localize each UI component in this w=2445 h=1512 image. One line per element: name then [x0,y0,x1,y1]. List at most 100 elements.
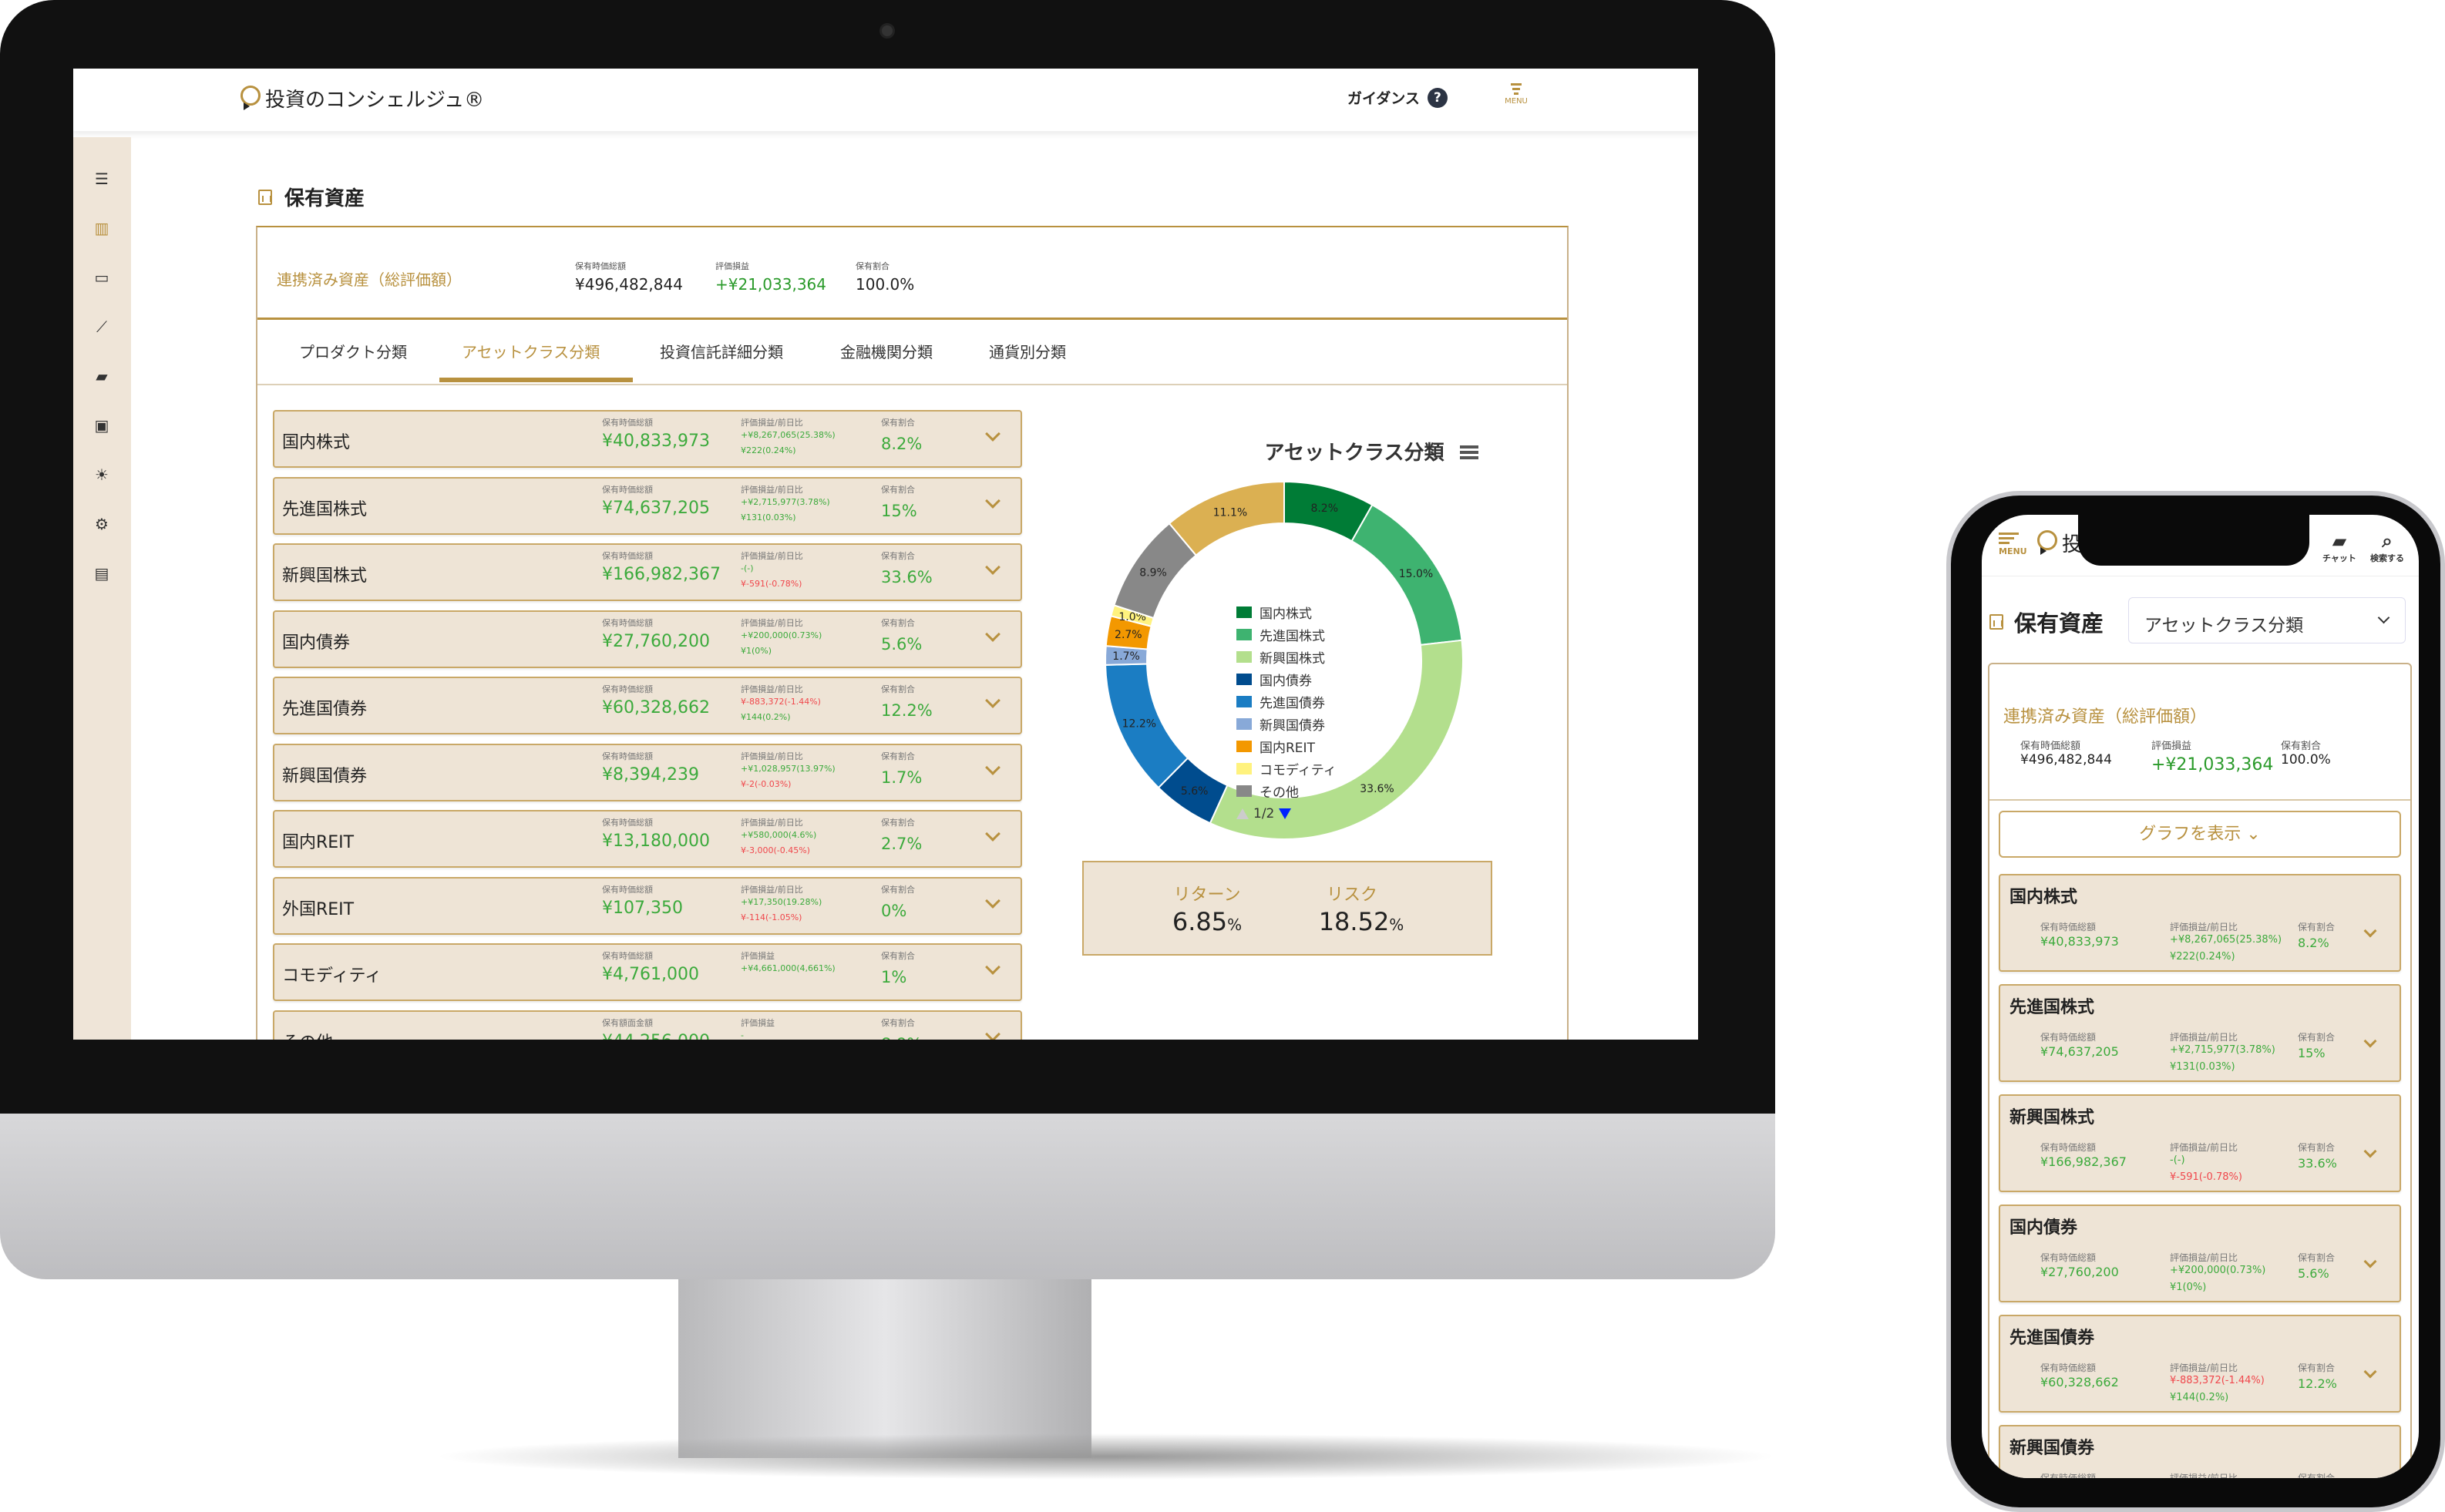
search-label: 検索する [2370,553,2404,563]
chevron-down-icon[interactable] [985,559,1001,575]
share-value: 12.2% [2298,1376,2337,1391]
profit-loss-label: 評価損益/前日比 [2170,1032,2238,1043]
chevron-down-icon[interactable] [2363,1365,2377,1379]
asset-value: ¥107,350 [602,898,683,918]
phone-asset-row[interactable]: 先進国株式 保有時価総額 ¥74,637,205 評価損益/前日比 +¥2,715,97… [1999,984,2401,1082]
asset-name: 新興国株式 [282,566,368,586]
chevron-down-icon[interactable] [2363,1255,2377,1268]
phone-asset-row[interactable]: 新興国株式 保有時価総額 ¥166,982,367 評価損益/前日比 -(-) ¥-591… [1999,1094,2401,1192]
share-label: 保有割合 [2298,922,2336,932]
legend-item[interactable]: その他 [1236,780,1337,802]
phone-asset-row[interactable]: 国内債券 保有時価総額 ¥27,760,200 評価損益/前日比 +¥200,000(0… [1999,1205,2401,1302]
guidance-button[interactable]: ガイダンス ? [1347,87,1448,108]
hamburger-icon[interactable]: ☰ [95,170,109,188]
asset-value: ¥40,833,973 [2040,934,2119,949]
phone-asset-row[interactable]: 新興国債券保有時価総額¥8,394,239評価損益/前日比+¥1,028,957… [1999,1425,2401,1478]
lightbulb-icon[interactable]: ☀ [95,465,109,484]
slice-label: 11.1% [1213,506,1247,519]
chevron-down-icon[interactable] [985,426,1001,442]
legend-prev-icon[interactable] [1236,808,1249,819]
risk-unit: % [1389,916,1404,934]
legend-item[interactable]: 国内債券 [1236,668,1337,690]
legend-label: 国内REIT [1259,741,1315,756]
donut-slice[interactable] [1168,480,1285,556]
legend-item[interactable]: 新興国債券 [1236,713,1337,735]
profit-loss-label: 評価損益/前日比 [741,684,803,694]
asset-name: コモディティ [282,966,382,986]
phone-menu-button[interactable]: MENU [1999,530,2027,556]
chevron-down-icon[interactable] [985,492,1001,509]
menu-button[interactable]: MENU [1501,81,1532,106]
asset-row[interactable]: 外国REIT 保有時価総額 ¥107,350 評価損益/前日比 +¥17,350(19.… [273,876,1022,935]
chevron-down-icon[interactable] [985,892,1001,909]
chevron-down-icon[interactable] [985,826,1001,842]
asset-value: ¥13,180,000 [602,832,710,851]
asset-row[interactable]: 先進国債券 保有時価総額 ¥60,328,662 評価損益/前日比 ¥-883,372(… [273,677,1022,734]
legend-item[interactable]: 先進国株式 [1236,623,1337,646]
asset-value: ¥74,637,205 [602,498,710,518]
legend-item[interactable]: 国内株式 [1236,601,1337,623]
classification-select[interactable]: アセットクラス分類 [2128,597,2406,643]
chevron-down-icon[interactable] [985,693,1001,708]
legend-label: 先進国債券 [1259,696,1325,711]
asset-row[interactable]: 先進国株式 保有時価総額 ¥74,637,205 評価損益/前日比 +¥2,715,97… [273,476,1022,535]
search-button[interactable]: ⌕ 検索する [2364,530,2410,564]
tab-4[interactable]: 金融機関分類 [840,343,933,361]
app-logo[interactable]: 投資のコンシェルジュ® [239,84,484,113]
asset-row[interactable]: 国内株式 保有時価総額 ¥40,833,973 評価損益/前日比 +¥8,267,065… [273,410,1022,468]
chevron-down-icon[interactable] [985,626,1001,642]
legend-item[interactable]: 新興国株式 [1236,646,1337,668]
donut-slice[interactable] [1209,639,1464,840]
chat-icon[interactable]: ▰ [96,367,108,385]
profit-loss-label: 評価損益/前日比 [2170,1362,2238,1373]
chevron-down-icon[interactable] [2363,924,2377,938]
tab-2[interactable]: アセットクラス分類 [462,343,600,361]
asset-name: 先進国株式 [2009,998,2095,1017]
chevron-down-icon[interactable] [2363,1034,2377,1048]
legend-item[interactable]: 国内REIT [1236,735,1337,758]
divider [1989,799,2410,801]
profit-loss-value: +¥2,715,977(3.78%) [2170,1044,2275,1056]
asset-row[interactable]: 新興国債券 保有時価総額 ¥8,394,239 評価損益/前日比 +¥1,028,957… [273,743,1022,801]
show-graph-button[interactable]: グラフを表示 ⌄ [1999,811,2401,858]
value-label: 保有時価総額 [602,551,653,561]
phone-asset-row[interactable]: 先進国債券 保有時価総額 ¥60,328,662 評価損益/前日比 ¥-883,372(… [1999,1315,2401,1413]
chevron-down-icon[interactable] [2363,1144,2377,1158]
asset-row[interactable]: 国内債券 保有時価総額 ¥27,760,200 評価損益/前日比 +¥200,000(0… [273,610,1022,668]
asset-row[interactable]: 国内REIT 保有時価総額 ¥13,180,000 評価損益/前日比 +¥580,000… [273,810,1022,868]
tab-5[interactable]: 通貨別分類 [989,343,1066,361]
value-label: 保有時価総額 [602,617,653,628]
tab-3[interactable]: 投資信託詳細分類 [660,343,783,361]
gear-icon[interactable]: ⚙ [95,515,109,533]
phone-asset-row[interactable]: 国内株式 保有時価総額 ¥40,833,973 評価損益/前日比 +¥8,267,065… [1999,874,2401,972]
asset-value: ¥60,328,662 [602,698,710,717]
legend-next-icon[interactable] [1279,808,1292,819]
chevron-down-icon[interactable] [985,759,1001,775]
asset-row[interactable]: その他 保有額面金額 ¥44,256,000 評価損益 - 保有割合 8.9% [273,1010,1022,1040]
chevron-down-icon[interactable] [2363,1475,2377,1478]
line-chart-icon[interactable]: ⟋ [96,318,107,336]
chart-title: アセットクラス分類 [1264,442,1444,465]
tab-1[interactable]: プロダクト分類 [299,343,407,361]
asset-row[interactable]: コモディティ 保有時価総額 ¥4,761,000 評価損益 +¥4,661,000(4,… [273,943,1022,1001]
document-icon[interactable]: ▤ [94,564,109,583]
bar-chart-icon[interactable]: ▥ [94,219,109,237]
chevron-down-icon[interactable] [985,1026,1001,1040]
slice-label: 12.2% [1122,717,1156,730]
chart-menu-button[interactable] [1460,443,1478,462]
question-circle-icon: ? [1427,87,1448,108]
share-value: 15% [2298,1046,2326,1060]
contact-icon[interactable]: ▣ [94,416,109,435]
chat-button[interactable]: ▰ チャット [2318,530,2361,564]
share-value: 5.6% [2298,1266,2329,1281]
value-label: 保有額面金額 [602,1017,653,1028]
credit-card-icon[interactable]: ▭ [94,268,109,287]
share-label: 保有割合 [856,261,890,271]
legend-item[interactable]: 先進国債券 [1236,690,1337,713]
legend-item[interactable]: コモディティ [1236,758,1337,780]
chevron-down-icon[interactable] [985,959,1001,975]
asset-row[interactable]: 新興国株式 保有時価総額 ¥166,982,367 評価損益/前日比 -(-) ¥-591… [273,543,1022,601]
chevron-down-icon: ⌄ [2246,825,2261,844]
legend-swatch [1236,785,1252,797]
profit-loss-value: +¥580,000(4.6%) [741,830,817,840]
